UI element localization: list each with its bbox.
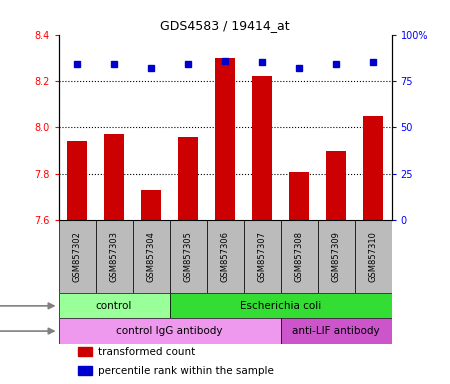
Text: GSM857302: GSM857302	[72, 231, 81, 282]
Bar	[215, 58, 235, 220]
Bar	[141, 190, 161, 220]
Bar	[252, 76, 272, 220]
Bar	[78, 366, 92, 375]
Bar	[318, 220, 355, 293]
Text: GSM857305: GSM857305	[184, 231, 193, 282]
Bar	[363, 116, 383, 220]
Bar	[280, 220, 318, 293]
Bar	[58, 220, 95, 293]
Text: anti-LIF antibody: anti-LIF antibody	[292, 326, 380, 336]
Bar	[326, 151, 346, 220]
Text: control: control	[96, 301, 132, 311]
Bar	[289, 172, 309, 220]
Title: GDS4583 / 19414_at: GDS4583 / 19414_at	[160, 19, 290, 32]
Text: GSM857304: GSM857304	[147, 231, 156, 282]
Bar	[170, 220, 207, 293]
Bar	[58, 318, 280, 344]
Text: GSM857303: GSM857303	[109, 231, 118, 282]
Text: GSM857310: GSM857310	[369, 231, 378, 282]
Text: transformed count: transformed count	[99, 347, 196, 357]
Bar	[132, 220, 170, 293]
Text: GSM857307: GSM857307	[257, 231, 266, 282]
Bar	[355, 220, 392, 293]
Text: Escherichia coli: Escherichia coli	[240, 301, 321, 311]
Bar	[78, 347, 92, 356]
Bar	[243, 220, 280, 293]
Bar	[104, 134, 124, 220]
Bar	[170, 293, 392, 318]
Bar	[67, 141, 87, 220]
Bar	[280, 318, 392, 344]
Text: GSM857308: GSM857308	[294, 231, 303, 282]
Text: control IgG antibody: control IgG antibody	[116, 326, 223, 336]
Bar	[178, 137, 198, 220]
Bar	[58, 293, 170, 318]
Text: GSM857306: GSM857306	[220, 231, 230, 282]
Bar	[207, 220, 243, 293]
Bar	[95, 220, 132, 293]
Text: percentile rank within the sample: percentile rank within the sample	[99, 366, 274, 376]
Text: GSM857309: GSM857309	[332, 231, 341, 282]
